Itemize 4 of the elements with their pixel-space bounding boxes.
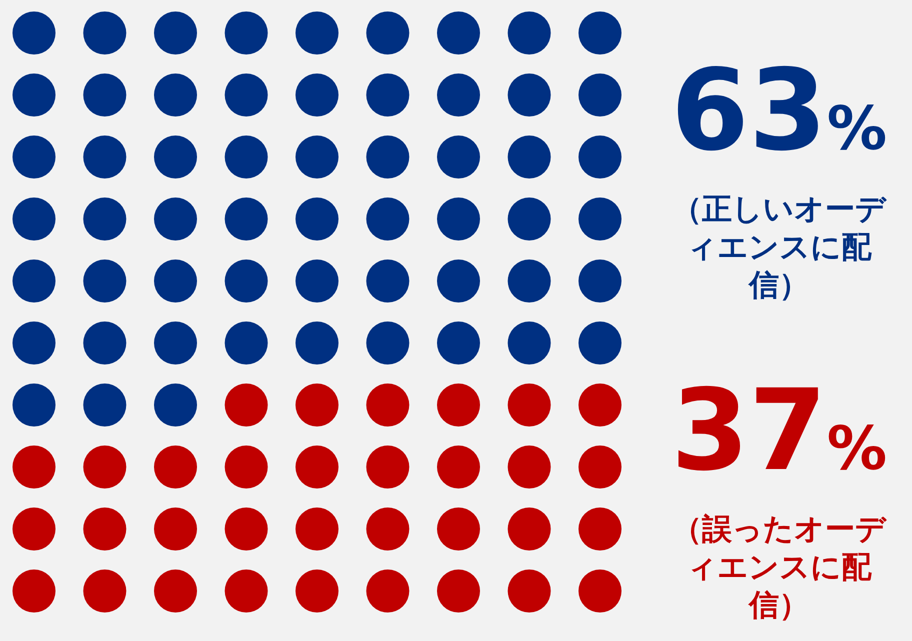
category-label: （誤ったオーディエンスに配信） — [671, 511, 888, 625]
data-label: 37% — [671, 366, 887, 496]
data-label: 63% — [671, 46, 887, 176]
category-label: （正しいオーディエンスに配信） — [671, 191, 888, 305]
